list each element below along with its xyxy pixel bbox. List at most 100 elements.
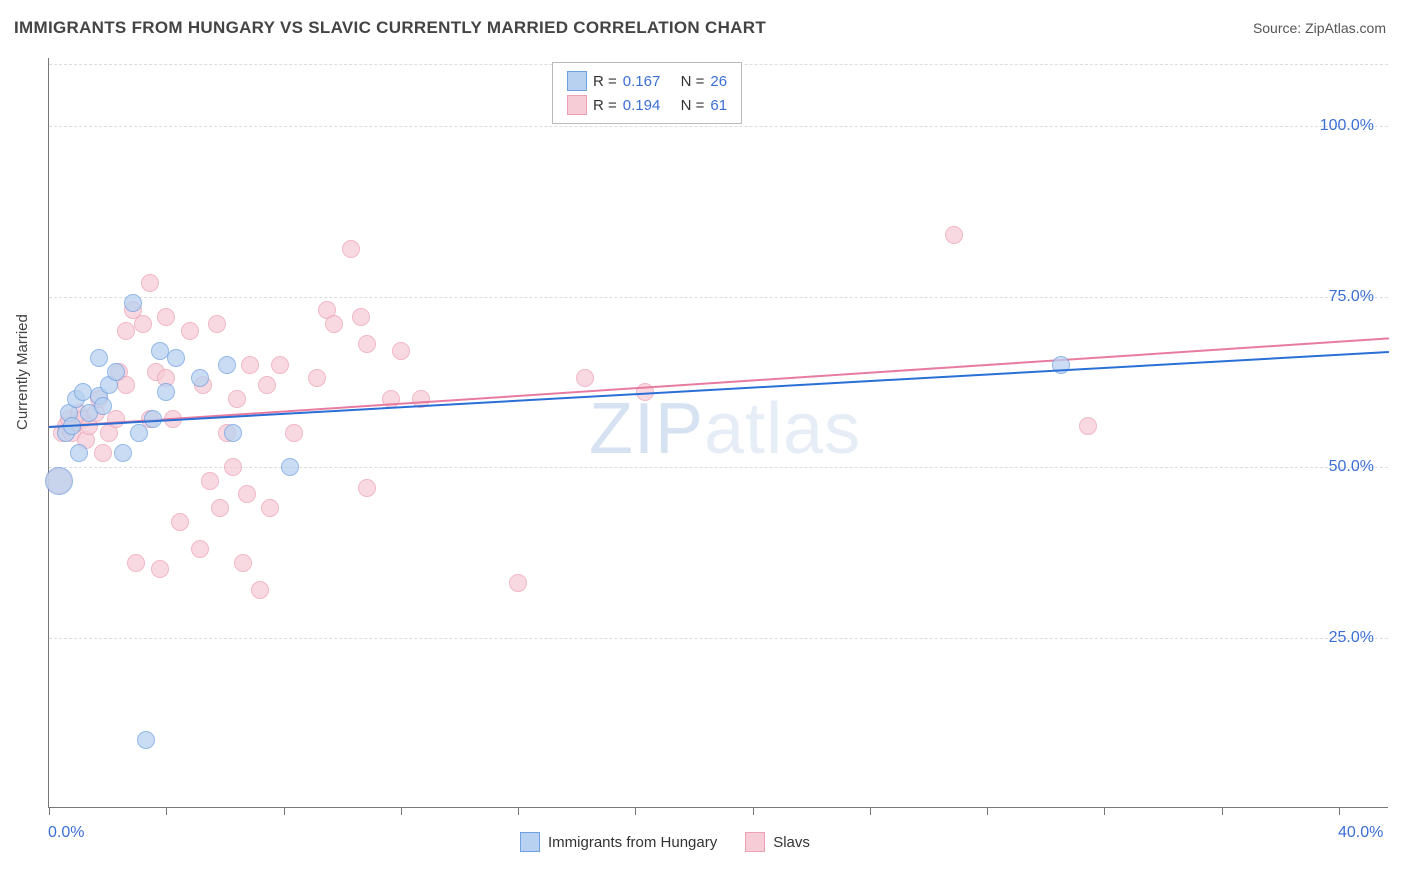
marker-hungary xyxy=(130,424,148,442)
x-tick xyxy=(401,807,402,815)
legend-stats: R = 0.167 N = 26 R = 0.194 N = 61 xyxy=(552,62,742,124)
watermark: ZIPatlas xyxy=(589,388,861,470)
marker-hungary xyxy=(90,349,108,367)
marker-slavs xyxy=(228,390,246,408)
marker-slavs xyxy=(509,574,527,592)
source-label: Source: ZipAtlas.com xyxy=(1253,20,1386,36)
n-value-slavs: 61 xyxy=(710,97,727,114)
marker-slavs xyxy=(134,315,152,333)
marker-hungary xyxy=(218,356,236,374)
marker-slavs xyxy=(392,342,410,360)
marker-slavs xyxy=(234,554,252,572)
chart-title: IMMIGRANTS FROM HUNGARY VS SLAVIC CURREN… xyxy=(14,18,766,38)
marker-slavs xyxy=(191,540,209,558)
plot-area: ZIPatlas 25.0% 50.0% 75.0% 100.0% xyxy=(48,58,1388,808)
legend-label-hungary: Immigrants from Hungary xyxy=(548,834,717,851)
marker-hungary xyxy=(137,731,155,749)
marker-hungary xyxy=(281,458,299,476)
marker-hungary xyxy=(74,383,92,401)
marker-slavs xyxy=(258,376,276,394)
marker-slavs xyxy=(261,499,279,517)
marker-hungary xyxy=(224,424,242,442)
r-value-slavs: 0.194 xyxy=(623,97,661,114)
marker-slavs xyxy=(181,322,199,340)
marker-hungary xyxy=(157,383,175,401)
y-tick-label: 25.0% xyxy=(1329,629,1374,647)
marker-slavs xyxy=(576,369,594,387)
x-tick xyxy=(870,807,871,815)
y-tick-label: 75.0% xyxy=(1329,288,1374,306)
marker-slavs xyxy=(325,315,343,333)
grid-line xyxy=(49,126,1388,127)
marker-slavs xyxy=(201,472,219,490)
n-value-hungary: 26 xyxy=(710,73,727,90)
marker-slavs xyxy=(945,226,963,244)
n-label: N = xyxy=(681,73,705,90)
grid-line xyxy=(49,297,1388,298)
grid-line xyxy=(49,467,1388,468)
legend-item-hungary: Immigrants from Hungary xyxy=(520,832,717,852)
marker-hungary xyxy=(167,349,185,367)
marker-hungary xyxy=(70,444,88,462)
marker-slavs xyxy=(224,458,242,476)
n-label: N = xyxy=(681,97,705,114)
marker-slavs xyxy=(1079,417,1097,435)
marker-slavs xyxy=(342,240,360,258)
marker-slavs xyxy=(308,369,326,387)
marker-slavs xyxy=(208,315,226,333)
marker-slavs xyxy=(285,424,303,442)
watermark-zip: ZIP xyxy=(589,389,704,469)
x-tick-label: 40.0% xyxy=(1338,824,1383,842)
legend-label-slavs: Slavs xyxy=(773,834,810,851)
x-tick xyxy=(753,807,754,815)
x-tick-label: 0.0% xyxy=(48,824,84,842)
x-tick xyxy=(284,807,285,815)
marker-slavs xyxy=(241,356,259,374)
x-tick xyxy=(1104,807,1105,815)
y-axis-label: Currently Married xyxy=(14,314,31,430)
swatch-hungary xyxy=(567,71,587,91)
grid-line xyxy=(49,638,1388,639)
watermark-atlas: atlas xyxy=(704,389,861,469)
marker-slavs xyxy=(352,308,370,326)
marker-hungary xyxy=(114,444,132,462)
marker-hungary xyxy=(94,397,112,415)
swatch-slavs xyxy=(567,95,587,115)
x-tick xyxy=(1222,807,1223,815)
marker-slavs xyxy=(358,335,376,353)
legend-stats-row-hungary: R = 0.167 N = 26 xyxy=(567,69,727,93)
y-tick-label: 100.0% xyxy=(1320,117,1374,135)
marker-slavs xyxy=(94,444,112,462)
marker-slavs xyxy=(271,356,289,374)
y-tick-label: 50.0% xyxy=(1329,458,1374,476)
marker-slavs xyxy=(107,410,125,428)
marker-slavs xyxy=(141,274,159,292)
marker-hungary xyxy=(191,369,209,387)
marker-slavs xyxy=(238,485,256,503)
legend-series: Immigrants from Hungary Slavs xyxy=(520,832,810,852)
marker-slavs xyxy=(157,308,175,326)
x-tick xyxy=(635,807,636,815)
marker-slavs xyxy=(171,513,189,531)
marker-slavs xyxy=(127,554,145,572)
r-value-hungary: 0.167 xyxy=(623,73,661,90)
x-tick xyxy=(166,807,167,815)
r-label: R = xyxy=(593,73,617,90)
x-tick xyxy=(518,807,519,815)
marker-hungary xyxy=(45,467,73,495)
marker-slavs xyxy=(251,581,269,599)
swatch-slavs xyxy=(745,832,765,852)
r-label: R = xyxy=(593,97,617,114)
x-tick xyxy=(987,807,988,815)
x-tick xyxy=(1339,807,1340,815)
marker-hungary xyxy=(107,363,125,381)
marker-slavs xyxy=(211,499,229,517)
legend-stats-row-slavs: R = 0.194 N = 61 xyxy=(567,93,727,117)
legend-item-slavs: Slavs xyxy=(745,832,810,852)
marker-slavs xyxy=(358,479,376,497)
marker-hungary xyxy=(151,342,169,360)
marker-hungary xyxy=(124,294,142,312)
marker-slavs xyxy=(151,560,169,578)
x-tick xyxy=(49,807,50,815)
marker-slavs xyxy=(117,322,135,340)
